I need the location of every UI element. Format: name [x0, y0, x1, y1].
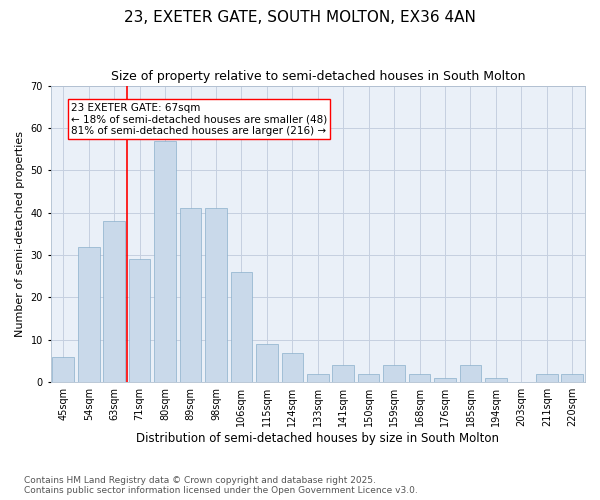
Bar [358, 374, 379, 382]
X-axis label: Distribution of semi-detached houses by size in South Molton: Distribution of semi-detached houses by … [136, 432, 499, 445]
Y-axis label: Number of semi-detached properties: Number of semi-detached properties [15, 131, 25, 337]
Bar [281, 352, 303, 382]
Bar [460, 366, 481, 382]
Bar [434, 378, 456, 382]
Bar [332, 366, 354, 382]
Bar [154, 140, 176, 382]
Bar [230, 272, 252, 382]
Bar [103, 221, 125, 382]
Bar [485, 378, 507, 382]
Bar [129, 260, 151, 382]
Bar [78, 246, 100, 382]
Bar [562, 374, 583, 382]
Bar [180, 208, 202, 382]
Bar [307, 374, 329, 382]
Bar [409, 374, 430, 382]
Text: Contains HM Land Registry data © Crown copyright and database right 2025.
Contai: Contains HM Land Registry data © Crown c… [24, 476, 418, 495]
Bar [52, 357, 74, 382]
Bar [256, 344, 278, 382]
Bar [536, 374, 557, 382]
Text: 23 EXETER GATE: 67sqm
← 18% of semi-detached houses are smaller (48)
81% of semi: 23 EXETER GATE: 67sqm ← 18% of semi-deta… [71, 102, 327, 136]
Text: 23, EXETER GATE, SOUTH MOLTON, EX36 4AN: 23, EXETER GATE, SOUTH MOLTON, EX36 4AN [124, 10, 476, 25]
Title: Size of property relative to semi-detached houses in South Molton: Size of property relative to semi-detach… [110, 70, 525, 83]
Bar [383, 366, 405, 382]
Bar [205, 208, 227, 382]
